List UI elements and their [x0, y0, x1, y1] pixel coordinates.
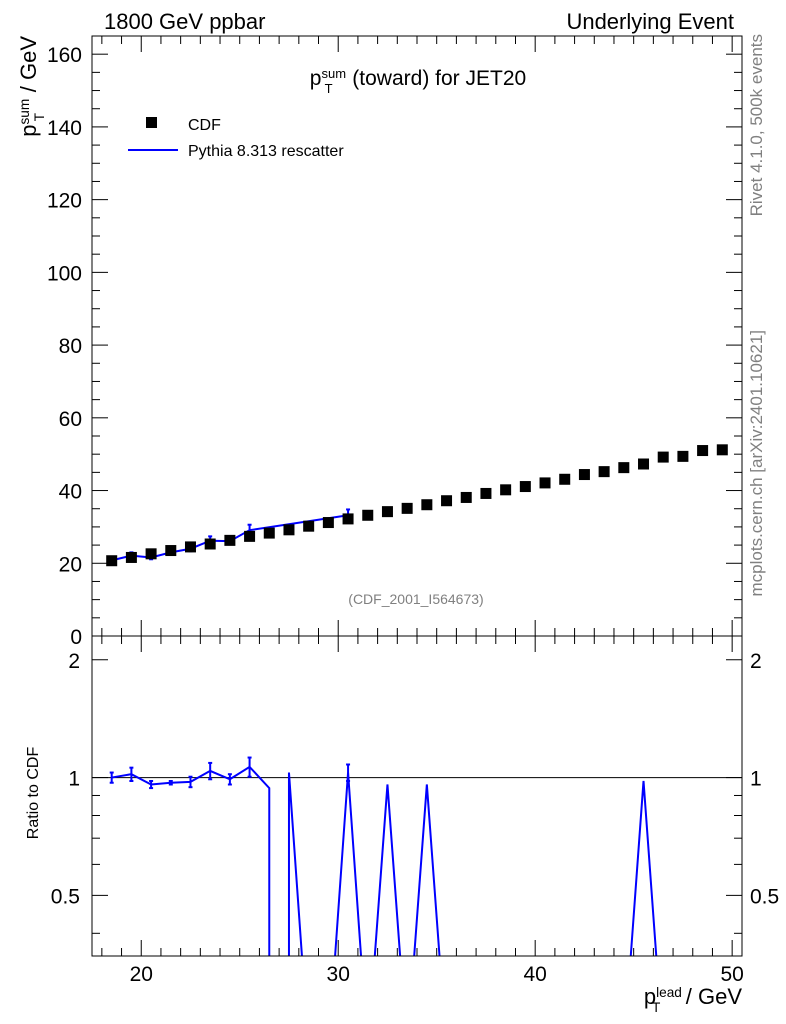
cdf-data-point	[362, 509, 374, 521]
ratio-data-layer	[109, 756, 658, 956]
header-right-label: Underlying Event	[566, 9, 734, 34]
ratio-y-tick-label-right: 1	[750, 768, 762, 791]
y-axis-label-ratio: Ratio to CDF	[25, 747, 42, 840]
legend: CDF Pythia 8.313 rescatter	[128, 117, 344, 160]
y-tick-label: 100	[47, 262, 82, 285]
plot-title: psum T (toward) for JET20	[310, 66, 526, 96]
cdf-data-point	[598, 466, 610, 478]
cdf-data-point	[165, 545, 177, 557]
cdf-data-point	[519, 481, 531, 493]
cdf-data-point	[559, 473, 571, 485]
x-tick-label: 20	[130, 963, 153, 986]
cdf-data-point	[145, 548, 157, 560]
cdf-data-point	[401, 502, 413, 514]
cdf-data-point	[244, 530, 256, 542]
ratio-series-line	[111, 765, 658, 956]
cdf-data-point	[125, 551, 137, 563]
cdf-data-point	[106, 555, 118, 567]
y-tick-label: 140	[47, 117, 82, 140]
y-tick-label: 120	[47, 190, 82, 213]
cdf-data-point	[283, 524, 295, 536]
ratio-y-tick-label-left: 1	[68, 768, 80, 791]
y-tick-label: 20	[59, 553, 82, 576]
cdf-data-point	[342, 513, 354, 525]
cdf-data-point	[322, 517, 334, 529]
ratio-plot-frame	[91, 635, 743, 957]
cdf-data-point	[480, 487, 492, 499]
cdf-data-point	[697, 445, 709, 457]
cdf-data-point	[638, 458, 650, 470]
x-tick-label: 40	[524, 963, 547, 986]
main-data-layer	[106, 444, 728, 567]
x-tick-label: 50	[720, 963, 743, 986]
y-axis-label-main: psumT / GeV	[16, 36, 47, 137]
cdf-data-point	[539, 477, 551, 489]
cdf-data-point	[204, 538, 216, 550]
x-tick-label: 30	[327, 963, 350, 986]
cdf-data-point	[657, 451, 669, 463]
cdf-data-point	[618, 462, 630, 474]
rivet-version-label: Rivet 4.1.0, 500k events	[747, 34, 766, 216]
y-tick-label: 40	[59, 481, 82, 504]
cdf-data-point	[421, 499, 433, 511]
cdf-data-point	[460, 491, 472, 503]
mcplots-label: mcplots.cern.ch [arXiv:2401.10621]	[747, 330, 766, 596]
cdf-data-point	[677, 450, 689, 462]
legend-label-pythia: Pythia 8.313 rescatter	[188, 143, 344, 160]
ratio-y-tick-label-right: 0.5	[750, 885, 779, 908]
main-axis-ticks: 0 20 40 60 80 100 120 140 160	[47, 35, 742, 649]
y-tick-label: 60	[59, 408, 82, 431]
cdf-data-point	[184, 541, 196, 553]
cdf-data-point	[381, 506, 393, 518]
y-tick-label: 80	[59, 335, 82, 358]
cdf-data-point	[578, 469, 590, 481]
analysis-id-annotation: (CDF_2001_I564673)	[348, 591, 483, 607]
cdf-data-point	[500, 484, 512, 496]
cdf-data-point	[303, 520, 315, 532]
ratio-y-tick-label-left: 0.5	[51, 885, 80, 908]
x-axis-label: plead T / GeV	[644, 984, 742, 1015]
header-left-label: 1800 GeV ppbar	[104, 9, 265, 34]
cdf-data-point	[263, 527, 275, 539]
y-tick-label: 160	[47, 44, 82, 67]
legend-label-cdf: CDF	[188, 117, 221, 134]
ratio-axis-ticks: 0.5 0.5 1 1 2 2 20 30 40 50	[51, 636, 779, 986]
ratio-y-tick-label-left: 2	[68, 650, 80, 673]
legend-marker-cdf	[146, 117, 157, 128]
y-tick-label: 0	[70, 626, 82, 649]
cdf-data-point	[224, 534, 236, 546]
cdf-data-point	[441, 495, 453, 507]
cdf-data-point	[716, 444, 728, 456]
ratio-y-tick-label-right: 2	[750, 650, 762, 673]
